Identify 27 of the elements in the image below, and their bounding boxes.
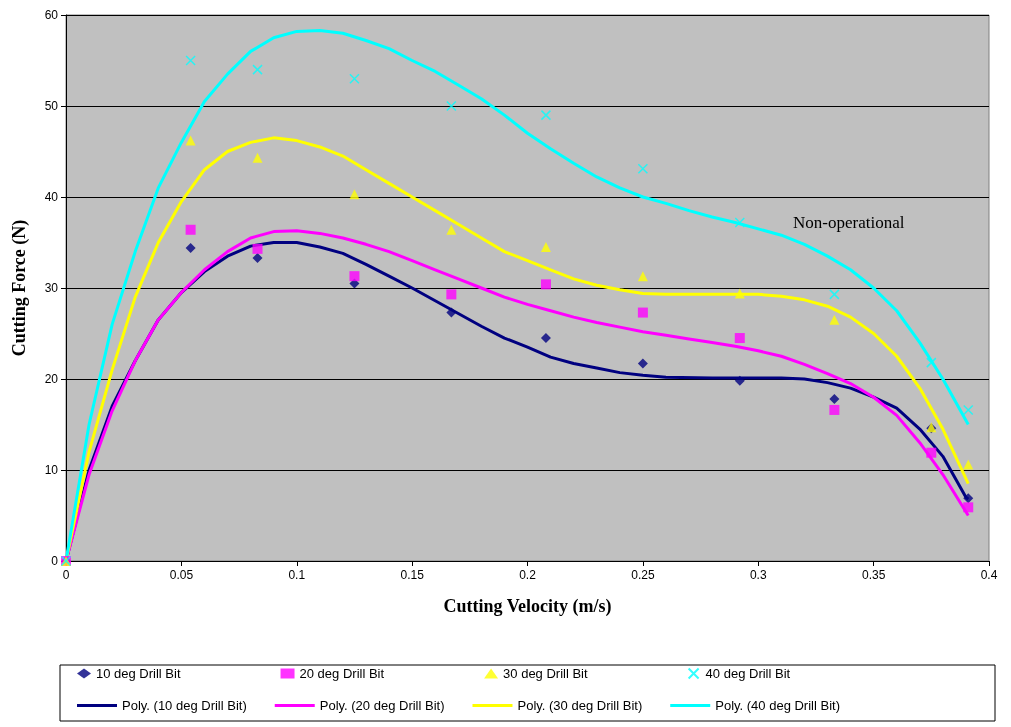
y-tick-label: 10 [44, 463, 59, 477]
legend-label: 30 deg Drill Bit [503, 666, 588, 681]
x-tick-label: 0.25 [631, 568, 655, 582]
x-tick-label: 0.35 [861, 568, 886, 582]
legend-label: Poly. (40 deg Drill Bit) [715, 698, 840, 713]
y-tick-label: 20 [44, 372, 59, 386]
legend-label: Poly. (20 deg Drill Bit) [319, 698, 445, 713]
legend-label: 40 deg Drill Bit [705, 666, 791, 681]
y-axis-title: Cutting Force (N) [9, 219, 30, 357]
y-tick-label: 0 [51, 554, 59, 568]
x-tick-label: 0.3 [749, 568, 767, 582]
x-tick-label: 0.4 [980, 568, 998, 582]
y-tick-label: 50 [44, 99, 59, 113]
x-tick-label: 0.05 [169, 568, 194, 582]
y-tick-label: 40 [44, 190, 59, 204]
legend-label: 10 deg Drill Bit [96, 666, 181, 681]
x-tick-label: 0.2 [519, 568, 537, 582]
x-tick-label: 0.1 [288, 568, 306, 582]
x-tick-label: 0.15 [400, 568, 425, 582]
annotation: Non-operational [793, 212, 905, 232]
x-tick-label: 0 [62, 568, 70, 582]
x-axis-title: Cutting Velocity (m/s) [443, 596, 612, 617]
y-tick-label: 60 [44, 8, 59, 22]
legend-label: Poly. (10 deg Drill Bit) [122, 698, 247, 713]
legend-label: 20 deg Drill Bit [299, 666, 385, 681]
y-tick-label: 30 [44, 281, 59, 295]
legend-label: Poly. (30 deg Drill Bit) [517, 698, 643, 713]
